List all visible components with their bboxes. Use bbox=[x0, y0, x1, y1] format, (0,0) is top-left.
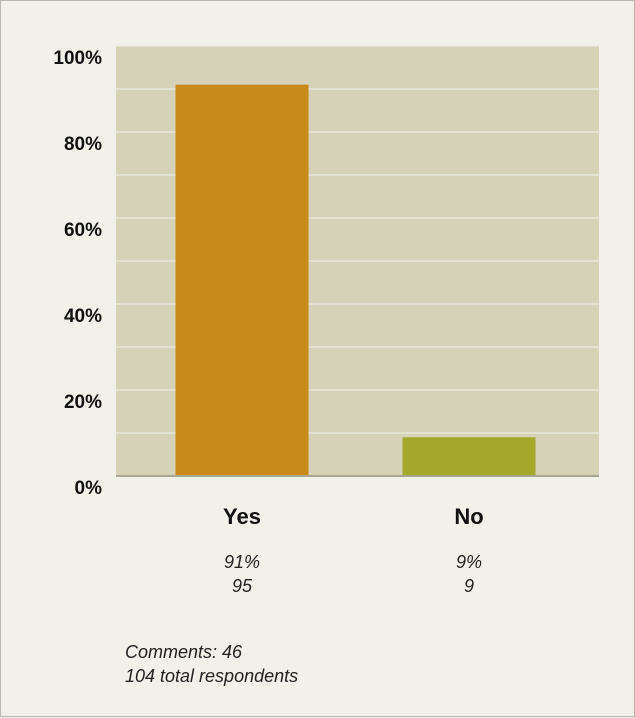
y-axis-ticks: 0% 20% 40% 60% 80% 100% bbox=[53, 48, 102, 499]
total-respondents: 104 total respondents bbox=[125, 666, 299, 686]
count-label-no: 9 bbox=[463, 576, 474, 596]
bar-yes bbox=[175, 84, 309, 476]
y-tick-label: 0% bbox=[75, 478, 103, 499]
count-label-yes: 95 bbox=[231, 576, 253, 596]
bar-no bbox=[402, 437, 536, 476]
percent-label-yes: 91% bbox=[223, 552, 261, 572]
y-tick-label: 40% bbox=[64, 306, 102, 327]
comments-count: Comments: 46 bbox=[125, 642, 243, 662]
y-tick-label: 80% bbox=[64, 134, 102, 155]
y-tick-label: 60% bbox=[64, 220, 102, 241]
y-tick-label: 20% bbox=[64, 392, 102, 413]
y-tick-label: 100% bbox=[53, 48, 102, 69]
category-label-no: No bbox=[454, 504, 484, 529]
percent-label-no: 9% bbox=[455, 552, 482, 572]
category-label-yes: Yes bbox=[223, 504, 261, 529]
bars bbox=[175, 84, 536, 476]
